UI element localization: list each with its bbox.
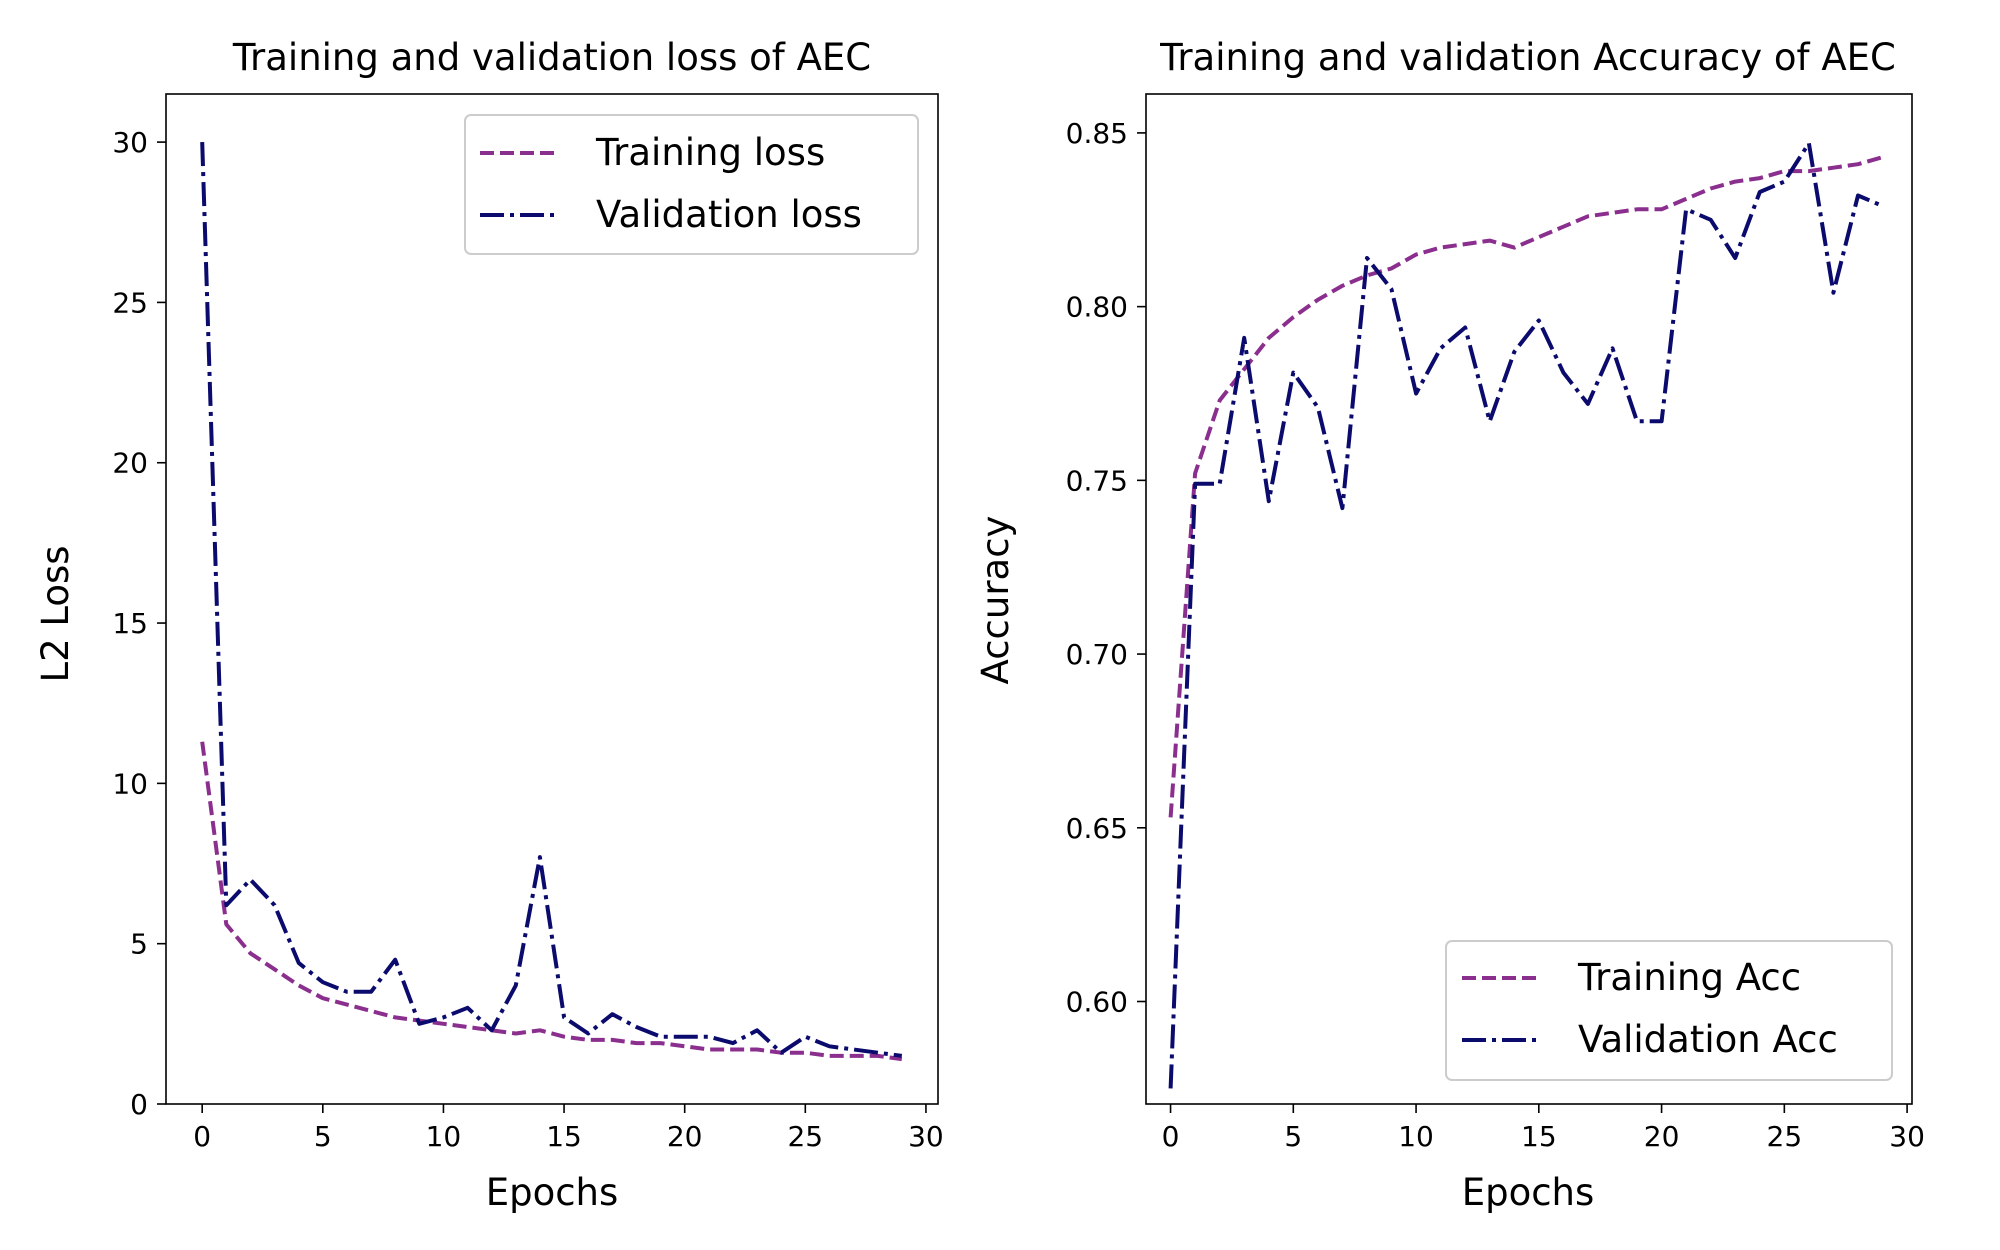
accuracy-chart-ylabel: Accuracy bbox=[974, 516, 1017, 685]
loss-ytick-label: 0 bbox=[130, 1088, 148, 1121]
loss-chart-frame bbox=[165, 93, 939, 1105]
loss-xtick-label: 10 bbox=[426, 1120, 462, 1153]
accuracy-chart-frame bbox=[1145, 93, 1913, 1105]
loss-chart-title: Training and validation loss of AEC bbox=[232, 36, 871, 79]
accuracy-chart: Training and validation Accuracy of AEC … bbox=[974, 36, 1925, 1214]
loss-ytick-label: 25 bbox=[112, 286, 148, 319]
accuracy-xtick-label: 0 bbox=[1162, 1120, 1180, 1153]
loss-chart-xticks: 0 5 10 15 20 25 30 bbox=[193, 1104, 944, 1153]
accuracy-ytick-label: 0.75 bbox=[1066, 464, 1128, 497]
loss-xtick-label: 5 bbox=[314, 1120, 332, 1153]
accuracy-series-line-training bbox=[1168, 155, 1884, 818]
accuracy-legend-box bbox=[1445, 940, 1893, 1081]
loss-series-line-validation bbox=[200, 142, 903, 1058]
loss-xtick-label: 20 bbox=[667, 1120, 703, 1153]
accuracy-ytick-label: 0.85 bbox=[1066, 117, 1128, 150]
accuracy-chart-xlabel: Epochs bbox=[1462, 1171, 1595, 1214]
accuracy-ytick-label: 0.80 bbox=[1066, 291, 1128, 324]
accuracy-chart-xticks: 0 5 10 15 20 25 30 bbox=[1162, 1104, 1925, 1153]
accuracy-chart-legend: Training Acc Validation Acc bbox=[1445, 940, 1893, 1081]
loss-legend-label-validation: Validation loss bbox=[596, 193, 862, 236]
accuracy-ytick-label: 0.65 bbox=[1066, 812, 1128, 845]
accuracy-series-line-validation bbox=[1168, 141, 1884, 1089]
loss-chart: Training and validation loss of AEC Epoc… bbox=[34, 36, 944, 1214]
accuracy-chart-title: Training and validation Accuracy of AEC bbox=[1159, 36, 1896, 79]
loss-xtick-label: 30 bbox=[908, 1120, 944, 1153]
accuracy-xtick-label: 15 bbox=[1521, 1120, 1557, 1153]
loss-chart-xlabel: Epochs bbox=[486, 1171, 619, 1214]
loss-series-line-training bbox=[200, 741, 903, 1062]
accuracy-legend-label-validation: Validation Acc bbox=[1578, 1018, 1838, 1061]
loss-ytick-label: 15 bbox=[112, 607, 148, 640]
loss-chart-legend: Training loss Validation loss bbox=[464, 114, 919, 255]
loss-chart-series bbox=[200, 142, 903, 1062]
accuracy-xtick-label: 30 bbox=[1889, 1120, 1925, 1153]
accuracy-ytick-label: 0.60 bbox=[1066, 986, 1128, 1019]
accuracy-xtick-label: 20 bbox=[1644, 1120, 1680, 1153]
loss-ytick-label: 20 bbox=[112, 447, 148, 480]
loss-legend-label-training: Training loss bbox=[595, 131, 825, 174]
accuracy-xtick-label: 5 bbox=[1284, 1120, 1302, 1153]
accuracy-legend-label-training: Training Acc bbox=[1577, 956, 1801, 999]
loss-chart-ylabel: L2 Loss bbox=[34, 545, 77, 682]
accuracy-xtick-label: 25 bbox=[1767, 1120, 1803, 1153]
accuracy-chart-series bbox=[1168, 141, 1884, 1089]
loss-xtick-label: 25 bbox=[787, 1120, 823, 1153]
loss-ytick-label: 30 bbox=[112, 126, 148, 159]
accuracy-ytick-label: 0.70 bbox=[1066, 638, 1128, 671]
loss-xtick-label: 0 bbox=[193, 1120, 211, 1153]
accuracy-xtick-label: 10 bbox=[1398, 1120, 1434, 1153]
accuracy-chart-yticks: 0.60 0.65 0.70 0.75 0.80 0.85 bbox=[1066, 117, 1146, 1019]
loss-xtick-label: 15 bbox=[546, 1120, 582, 1153]
loss-chart-yticks: 0 5 10 15 20 25 30 bbox=[112, 126, 166, 1121]
loss-legend-box bbox=[464, 114, 919, 255]
loss-ytick-label: 10 bbox=[112, 767, 148, 800]
loss-ytick-label: 5 bbox=[130, 928, 148, 961]
